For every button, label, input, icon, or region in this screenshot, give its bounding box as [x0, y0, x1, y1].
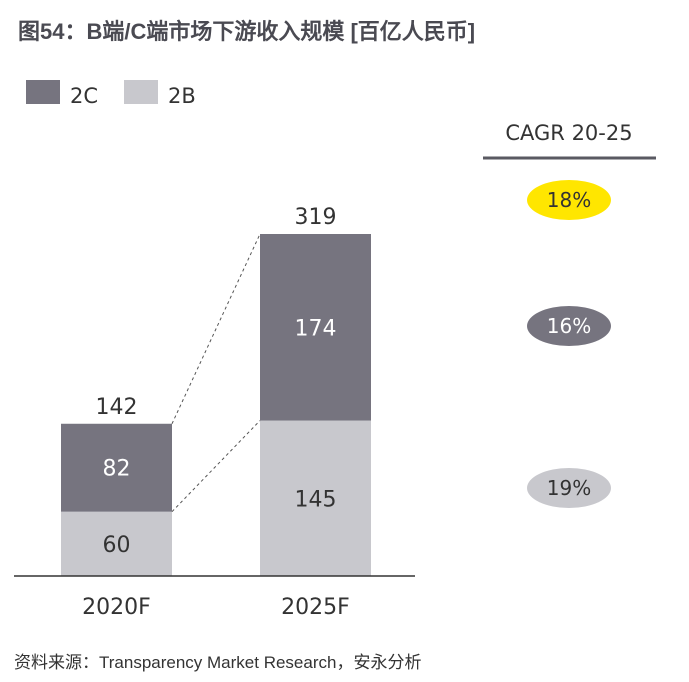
x-tick-label-2020F: 2020F [82, 595, 151, 620]
legend: 2C 2B [26, 80, 196, 108]
bar-2c-2020F [61, 423, 172, 512]
cagr-panel: CAGR 20-25 18% 16% 19% [483, 121, 656, 508]
source-note: 资料来源：Transparency Market Research，安永分析 [14, 653, 422, 672]
cagr-value-2c: 16% [547, 314, 591, 338]
cagr-pill-total [527, 180, 611, 220]
legend-swatch-2c [26, 80, 60, 104]
legend-swatch-2b [124, 80, 158, 104]
cagr-pill-2c [527, 306, 611, 346]
cagr-value-2b: 19% [547, 476, 591, 500]
legend-label-2c: 2C [70, 84, 98, 108]
connector-lines [171, 233, 261, 513]
chart-title: 图54：B端/C端市场下游收入规模 [百亿人民币] [18, 19, 476, 44]
bar-2b-2025F [260, 420, 371, 576]
cagr-value-total: 18% [547, 188, 591, 212]
total-label-2020F: 142 [96, 395, 138, 420]
cagr-header: CAGR 20-25 [505, 121, 632, 145]
connector-middle [171, 420, 261, 513]
total-label-2025F: 319 [295, 205, 337, 230]
bar-2c-2025F [260, 234, 371, 421]
bar-2b-2020F [61, 511, 172, 576]
data-label-2c-2020F: 82 [103, 457, 131, 482]
connector-top [171, 233, 261, 424]
bars-layer: 60 82 142 2020F 145 174 319 2025F [61, 205, 371, 620]
data-label-2c-2025F: 174 [295, 316, 337, 341]
cagr-pill-2b [527, 468, 611, 508]
data-label-2b-2025F: 145 [295, 487, 337, 512]
x-tick-label-2025F: 2025F [281, 595, 350, 620]
legend-label-2b: 2B [168, 84, 196, 108]
data-label-2b-2020F: 60 [103, 533, 131, 558]
